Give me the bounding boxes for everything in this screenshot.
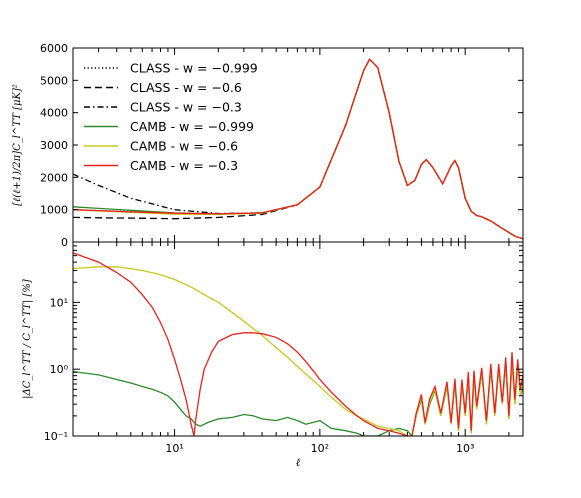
bottom-panel-frame bbox=[72, 241, 524, 437]
top-y-tick-label: 6000 bbox=[40, 42, 68, 55]
top-y-tick-label: 1000 bbox=[40, 204, 68, 217]
series-line-6 bbox=[73, 58, 523, 240]
top-series-group bbox=[73, 58, 523, 240]
bottom-x-ticks: 10¹ 10² 10³ bbox=[72, 242, 510, 455]
series-line-1 bbox=[73, 361, 523, 436]
top-y-tick-label: 3000 bbox=[40, 139, 68, 152]
legend-label: CLASS - w = −0.6 bbox=[130, 80, 242, 95]
legend-label: CAMB - w = −0.999 bbox=[130, 119, 254, 134]
x-tick-label: 10³ bbox=[456, 442, 474, 455]
top-y-ticks: 0 1000 2000 3000 4000 5000 6000 bbox=[40, 42, 523, 249]
top-panel: 0 1000 2000 3000 4000 5000 6000 [ℓ(ℓ+1)/2π]C_l… bbox=[12, 42, 524, 249]
bottom-y-ticks: 10⁻¹ 10⁰ 10¹ bbox=[44, 241, 523, 443]
x-tick-label: 10¹ bbox=[165, 442, 183, 455]
top-y-axis-label: [ℓ(ℓ+1)/2π]C_l^TT [μK]² bbox=[12, 84, 23, 206]
bottom-y-axis-label: |ΔC_l^TT / C_l^TT| [%] bbox=[22, 279, 33, 399]
x-tick-label: 10² bbox=[311, 442, 329, 455]
top-y-tick-label: 4000 bbox=[40, 107, 68, 120]
series-line-3 bbox=[73, 252, 523, 436]
top-y-tick-label: 2000 bbox=[40, 171, 68, 184]
bottom-series-group bbox=[73, 252, 523, 436]
legend-label: CAMB - w = −0.6 bbox=[130, 139, 238, 154]
legend-label: CAMB - w = −0.3 bbox=[130, 158, 238, 173]
bottom-y-tick-label: 10⁻¹ bbox=[44, 430, 68, 443]
bottom-y-tick-label: 10¹ bbox=[50, 296, 68, 309]
top-x-ticks bbox=[72, 48, 510, 242]
x-axis-label: ℓ bbox=[296, 456, 301, 469]
bottom-y-tick-label: 10⁰ bbox=[50, 363, 69, 376]
top-y-tick-label: 5000 bbox=[40, 74, 68, 87]
legend-label: CLASS - w = −0.3 bbox=[130, 100, 242, 115]
top-y-tick-label: 0 bbox=[61, 236, 68, 249]
bottom-panel: 10⁻¹ 10⁰ 10¹ 10¹ 10² 10³ |ΔC_l^TT / C_l^TT| … bbox=[22, 241, 524, 469]
legend-label: CLASS - w = −0.999 bbox=[130, 61, 258, 76]
legend: CLASS - w = −0.999 CLASS - w = −0.6 CLASS … bbox=[84, 61, 258, 173]
